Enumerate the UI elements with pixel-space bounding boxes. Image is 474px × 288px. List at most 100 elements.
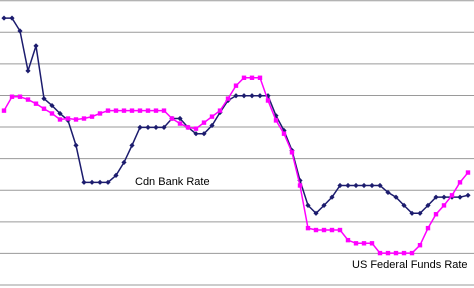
point <box>81 116 87 121</box>
point <box>233 83 239 88</box>
point <box>81 179 87 185</box>
series-line <box>3 77 469 254</box>
point <box>369 182 375 189</box>
point <box>105 108 111 113</box>
point <box>145 108 151 113</box>
point <box>49 111 55 116</box>
point <box>297 183 303 188</box>
point <box>337 227 343 233</box>
point <box>321 202 327 208</box>
point <box>313 227 319 233</box>
point <box>89 179 95 185</box>
point <box>329 227 335 233</box>
point <box>129 142 135 148</box>
point <box>417 242 423 248</box>
point <box>353 182 359 189</box>
point <box>9 15 15 21</box>
point <box>9 94 15 99</box>
point <box>41 96 47 102</box>
point <box>97 111 103 116</box>
point <box>161 124 167 130</box>
point <box>137 124 143 130</box>
point <box>417 210 423 216</box>
point <box>385 250 391 256</box>
point <box>121 159 127 166</box>
point <box>17 28 23 34</box>
point <box>169 116 175 121</box>
point <box>177 121 183 126</box>
annotation: Cdn Bank Rate <box>135 176 210 188</box>
point <box>329 194 335 200</box>
point <box>185 125 191 130</box>
point <box>369 241 375 246</box>
point <box>209 122 215 129</box>
point <box>257 93 263 99</box>
point <box>257 75 263 80</box>
point <box>441 194 447 200</box>
point <box>433 212 439 217</box>
point <box>121 108 127 113</box>
point <box>313 210 319 216</box>
point <box>25 68 31 74</box>
point <box>57 117 63 122</box>
point <box>1 108 7 113</box>
point <box>401 250 407 256</box>
point <box>345 237 351 243</box>
point <box>433 194 439 200</box>
point <box>449 193 455 198</box>
point <box>65 116 71 121</box>
point <box>425 225 431 231</box>
point <box>57 110 63 117</box>
point <box>241 75 247 80</box>
point <box>305 225 311 231</box>
point <box>425 202 431 208</box>
point <box>161 108 167 113</box>
point <box>249 93 255 99</box>
point <box>177 115 183 122</box>
point <box>249 75 255 80</box>
point <box>153 108 159 113</box>
point <box>217 108 223 113</box>
point <box>105 179 111 185</box>
point <box>153 124 159 130</box>
series-line <box>4 17 469 215</box>
point <box>281 131 287 136</box>
point <box>409 210 415 216</box>
point <box>49 102 55 109</box>
point <box>233 93 239 99</box>
point <box>89 114 95 119</box>
point <box>73 117 79 122</box>
point <box>273 118 279 123</box>
point <box>41 106 47 111</box>
point <box>129 108 135 113</box>
point <box>225 96 231 101</box>
point <box>377 182 383 189</box>
point <box>457 180 463 185</box>
point <box>457 194 463 200</box>
point <box>193 126 199 131</box>
point <box>1 15 7 21</box>
point <box>385 189 391 196</box>
point <box>265 98 271 103</box>
point <box>73 142 79 148</box>
point <box>113 172 119 178</box>
point <box>361 241 367 246</box>
point <box>33 101 39 106</box>
point <box>393 250 399 256</box>
point <box>305 202 311 208</box>
point <box>209 114 215 119</box>
point <box>193 131 199 137</box>
point <box>289 150 295 155</box>
point <box>337 182 343 189</box>
point <box>393 194 399 200</box>
point <box>361 182 367 189</box>
point <box>345 182 351 189</box>
point <box>241 93 247 99</box>
annotation: US Federal Funds Rate <box>352 259 468 271</box>
point <box>353 241 359 246</box>
point <box>97 179 103 185</box>
point <box>17 94 23 99</box>
